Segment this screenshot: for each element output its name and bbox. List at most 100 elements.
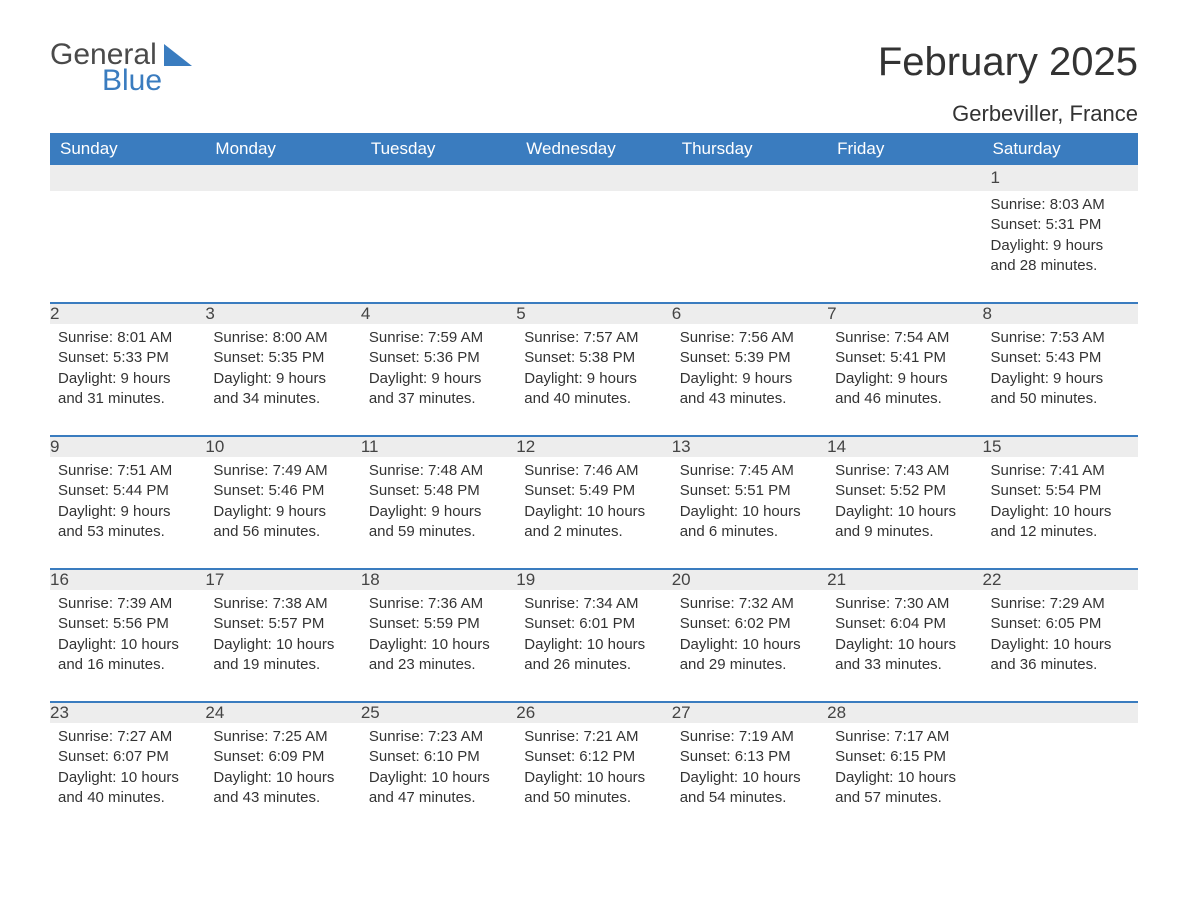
day-number-cell	[50, 165, 205, 191]
sunrise-text: Sunrise: 7:39 AM	[58, 594, 197, 614]
daylight-text: and 31 minutes.	[58, 389, 197, 409]
day-number-cell	[205, 165, 360, 191]
day-number-cell: 15	[983, 436, 1138, 457]
day-detail-row: Sunrise: 7:51 AMSunset: 5:44 PMDaylight:…	[50, 457, 1138, 569]
daylight-text: Daylight: 10 hours	[991, 635, 1130, 655]
day-detail-cell	[516, 191, 671, 303]
daylight-text: Daylight: 10 hours	[991, 502, 1130, 522]
daylight-text: Daylight: 9 hours	[369, 369, 508, 389]
weekday-header-row: Sunday Monday Tuesday Wednesday Thursday…	[50, 133, 1138, 165]
sunset-text: Sunset: 5:54 PM	[991, 481, 1130, 501]
daylight-text: and 26 minutes.	[524, 655, 663, 675]
day-number-cell	[361, 165, 516, 191]
weekday-header: Monday	[205, 133, 360, 165]
sunrise-text: Sunrise: 7:57 AM	[524, 328, 663, 348]
day-number-cell: 9	[50, 436, 205, 457]
day-number-cell: 23	[50, 702, 205, 723]
daylight-text: Daylight: 10 hours	[369, 635, 508, 655]
sunrise-text: Sunrise: 8:00 AM	[213, 328, 352, 348]
daylight-text: and 56 minutes.	[213, 522, 352, 542]
day-detail-cell	[827, 191, 982, 303]
day-detail-cell: Sunrise: 7:54 AMSunset: 5:41 PMDaylight:…	[827, 324, 982, 436]
sunrise-text: Sunrise: 7:19 AM	[680, 727, 819, 747]
sunrise-text: Sunrise: 7:45 AM	[680, 461, 819, 481]
sunrise-text: Sunrise: 7:46 AM	[524, 461, 663, 481]
daylight-text: Daylight: 10 hours	[680, 635, 819, 655]
daylight-text: and 16 minutes.	[58, 655, 197, 675]
day-detail-cell: Sunrise: 7:19 AMSunset: 6:13 PMDaylight:…	[672, 723, 827, 834]
sunrise-text: Sunrise: 7:43 AM	[835, 461, 974, 481]
day-number-row: 232425262728	[50, 702, 1138, 723]
logo: General Blue	[50, 40, 192, 96]
day-detail-cell: Sunrise: 7:32 AMSunset: 6:02 PMDaylight:…	[672, 590, 827, 702]
sunset-text: Sunset: 5:44 PM	[58, 481, 197, 501]
weekday-header: Sunday	[50, 133, 205, 165]
sunset-text: Sunset: 5:31 PM	[991, 215, 1130, 235]
sunset-text: Sunset: 5:39 PM	[680, 348, 819, 368]
day-detail-cell: Sunrise: 7:51 AMSunset: 5:44 PMDaylight:…	[50, 457, 205, 569]
weekday-header: Tuesday	[361, 133, 516, 165]
daylight-text: Daylight: 10 hours	[680, 768, 819, 788]
daylight-text: and 34 minutes.	[213, 389, 352, 409]
day-detail-cell: Sunrise: 8:00 AMSunset: 5:35 PMDaylight:…	[205, 324, 360, 436]
sunrise-text: Sunrise: 7:23 AM	[369, 727, 508, 747]
daylight-text: Daylight: 10 hours	[524, 502, 663, 522]
daylight-text: and 43 minutes.	[213, 788, 352, 808]
daylight-text: Daylight: 9 hours	[58, 502, 197, 522]
daylight-text: Daylight: 10 hours	[835, 635, 974, 655]
day-detail-cell: Sunrise: 7:57 AMSunset: 5:38 PMDaylight:…	[516, 324, 671, 436]
sunrise-text: Sunrise: 8:01 AM	[58, 328, 197, 348]
daylight-text: and 37 minutes.	[369, 389, 508, 409]
sunset-text: Sunset: 6:12 PM	[524, 747, 663, 767]
sunset-text: Sunset: 6:10 PM	[369, 747, 508, 767]
day-number-cell: 26	[516, 702, 671, 723]
sunrise-text: Sunrise: 7:59 AM	[369, 328, 508, 348]
day-number-cell: 4	[361, 303, 516, 324]
daylight-text: Daylight: 9 hours	[213, 502, 352, 522]
day-number-cell: 21	[827, 569, 982, 590]
daylight-text: Daylight: 10 hours	[213, 635, 352, 655]
day-detail-row: Sunrise: 8:01 AMSunset: 5:33 PMDaylight:…	[50, 324, 1138, 436]
sunset-text: Sunset: 5:41 PM	[835, 348, 974, 368]
sunset-text: Sunset: 6:01 PM	[524, 614, 663, 634]
day-detail-cell: Sunrise: 7:45 AMSunset: 5:51 PMDaylight:…	[672, 457, 827, 569]
daylight-text: and 59 minutes.	[369, 522, 508, 542]
day-detail-row: Sunrise: 7:27 AMSunset: 6:07 PMDaylight:…	[50, 723, 1138, 834]
day-number-row: 16171819202122	[50, 569, 1138, 590]
daylight-text: and 50 minutes.	[991, 389, 1130, 409]
sunrise-text: Sunrise: 7:53 AM	[991, 328, 1130, 348]
day-number-cell: 12	[516, 436, 671, 457]
sunset-text: Sunset: 5:52 PM	[835, 481, 974, 501]
day-number-cell: 28	[827, 702, 982, 723]
daylight-text: and 47 minutes.	[369, 788, 508, 808]
day-number-row: 2345678	[50, 303, 1138, 324]
day-number-row: 1	[50, 165, 1138, 191]
day-detail-row: Sunrise: 8:03 AMSunset: 5:31 PMDaylight:…	[50, 191, 1138, 303]
sunset-text: Sunset: 5:48 PM	[369, 481, 508, 501]
daylight-text: Daylight: 10 hours	[524, 768, 663, 788]
weekday-header: Saturday	[983, 133, 1138, 165]
sunset-text: Sunset: 5:59 PM	[369, 614, 508, 634]
day-number-cell	[672, 165, 827, 191]
daylight-text: and 46 minutes.	[835, 389, 974, 409]
day-number-cell	[827, 165, 982, 191]
daylight-text: Daylight: 10 hours	[58, 635, 197, 655]
day-detail-cell: Sunrise: 7:23 AMSunset: 6:10 PMDaylight:…	[361, 723, 516, 834]
day-detail-cell	[205, 191, 360, 303]
day-detail-cell: Sunrise: 7:17 AMSunset: 6:15 PMDaylight:…	[827, 723, 982, 834]
sunrise-text: Sunrise: 7:21 AM	[524, 727, 663, 747]
day-number-cell	[983, 702, 1138, 723]
day-number-cell: 24	[205, 702, 360, 723]
day-detail-cell: Sunrise: 7:25 AMSunset: 6:09 PMDaylight:…	[205, 723, 360, 834]
day-number-cell: 27	[672, 702, 827, 723]
sunrise-text: Sunrise: 7:54 AM	[835, 328, 974, 348]
sunrise-text: Sunrise: 7:56 AM	[680, 328, 819, 348]
sunrise-text: Sunrise: 7:25 AM	[213, 727, 352, 747]
daylight-text: Daylight: 10 hours	[835, 768, 974, 788]
day-detail-cell: Sunrise: 7:34 AMSunset: 6:01 PMDaylight:…	[516, 590, 671, 702]
sunrise-text: Sunrise: 7:29 AM	[991, 594, 1130, 614]
sunrise-text: Sunrise: 7:17 AM	[835, 727, 974, 747]
sunrise-text: Sunrise: 7:32 AM	[680, 594, 819, 614]
calendar-table: Sunday Monday Tuesday Wednesday Thursday…	[50, 133, 1138, 834]
sunset-text: Sunset: 5:57 PM	[213, 614, 352, 634]
